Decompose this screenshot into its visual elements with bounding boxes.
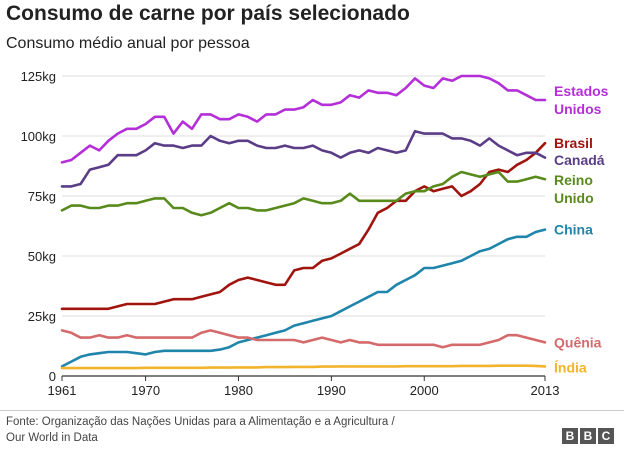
series-line-india — [60, 364, 547, 370]
y-tick-label: 0 — [49, 369, 56, 384]
x-axis: 1961 1970 1980 1990 2000 2013 — [48, 375, 560, 398]
series-line-uk — [60, 170, 547, 217]
legend-label-kenya: Quênia — [554, 334, 602, 350]
legend-label-brazil: Brasil — [554, 135, 593, 151]
x-tick-label: 1990 — [317, 383, 346, 398]
series-lines — [60, 74, 547, 370]
x-tick-label: 2000 — [410, 383, 439, 398]
y-tick-label: 25kg — [28, 309, 56, 324]
series-line-kenya — [60, 329, 547, 349]
series-line-canada — [60, 129, 547, 188]
footer-divider — [0, 410, 624, 411]
x-tick-label: 1970 — [131, 383, 160, 398]
legend-label-uk: Reino — [554, 172, 593, 188]
chart-title: Consumo de carne por país selecionado — [6, 2, 410, 25]
series-line-china — [60, 228, 547, 368]
bbc-logo-letter: B — [580, 428, 596, 444]
y-tick-label: 100kg — [21, 129, 56, 144]
x-tick-label: 1980 — [224, 383, 253, 398]
source-footer: Fonte: Organização das Nações Unidas par… — [6, 414, 526, 446]
gridlines — [62, 75, 545, 317]
bbc-logo-letter: B — [562, 428, 578, 444]
legend-label-usa: Estados — [554, 83, 609, 99]
x-tick-label: 2013 — [531, 383, 560, 398]
bbc-logo-letter: C — [598, 428, 614, 444]
source-line-2: Our World in Data — [6, 432, 98, 444]
bbc-logo: B B C — [562, 428, 614, 444]
legend-label-india: Índia — [554, 360, 587, 376]
y-tick-label: 75kg — [28, 189, 56, 204]
y-tick-label: 125kg — [21, 69, 56, 84]
legend-label-uk: Unido — [554, 190, 594, 206]
chart-subtitle: Consumo médio anual por pessoa — [6, 35, 250, 52]
source-line-1: Fonte: Organização das Nações Unidas par… — [6, 416, 395, 428]
legend-label-canada: Canadá — [554, 152, 605, 168]
legend-label-usa: Unidos — [554, 101, 602, 117]
y-axis-ticks: 0 25kg 50kg 75kg 100kg 125kg — [21, 69, 56, 384]
series-line-usa — [60, 74, 547, 164]
series-line-brazil — [60, 141, 547, 311]
y-tick-label: 50kg — [28, 249, 56, 264]
line-chart: 0 25kg 50kg 75kg 100kg 125kg 1961 1970 1980 1990… — [21, 69, 609, 398]
x-tick-label: 1961 — [48, 383, 77, 398]
legend-label-china: China — [554, 222, 593, 238]
